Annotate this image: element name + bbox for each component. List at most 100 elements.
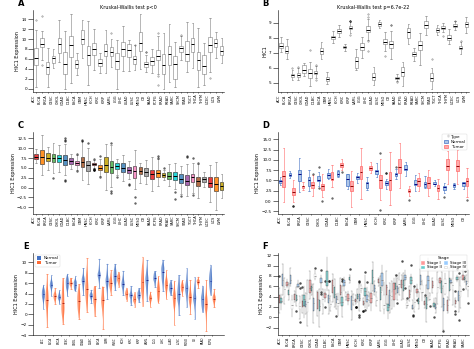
PathPatch shape: [305, 301, 306, 307]
PathPatch shape: [179, 174, 183, 183]
PathPatch shape: [52, 57, 55, 64]
PathPatch shape: [421, 285, 423, 293]
PathPatch shape: [406, 303, 408, 306]
PathPatch shape: [311, 182, 314, 188]
PathPatch shape: [156, 170, 160, 177]
PathPatch shape: [297, 284, 299, 287]
PathPatch shape: [279, 180, 282, 183]
PathPatch shape: [462, 275, 464, 280]
PathPatch shape: [343, 46, 346, 48]
PathPatch shape: [283, 171, 285, 187]
PathPatch shape: [447, 300, 448, 311]
PathPatch shape: [202, 177, 206, 181]
PathPatch shape: [418, 41, 422, 50]
PathPatch shape: [389, 290, 391, 306]
Y-axis label: HIC1 Expression: HIC1 Expression: [255, 153, 260, 193]
Y-axis label: HIC1 Expression: HIC1 Expression: [16, 31, 20, 72]
PathPatch shape: [386, 285, 387, 295]
PathPatch shape: [327, 173, 330, 178]
PathPatch shape: [81, 157, 84, 167]
PathPatch shape: [40, 150, 44, 164]
PathPatch shape: [389, 41, 393, 48]
PathPatch shape: [301, 186, 304, 188]
PathPatch shape: [410, 277, 412, 284]
Text: B: B: [263, 0, 269, 8]
PathPatch shape: [441, 26, 445, 29]
PathPatch shape: [380, 287, 381, 300]
PathPatch shape: [382, 273, 383, 286]
Legend: Stage I, Stage II, Stage III, Stage IV: Stage I, Stage II, Stage III, Stage IV: [420, 255, 467, 270]
PathPatch shape: [322, 296, 323, 304]
PathPatch shape: [366, 295, 367, 303]
PathPatch shape: [357, 294, 358, 299]
PathPatch shape: [311, 286, 312, 291]
PathPatch shape: [92, 163, 96, 165]
PathPatch shape: [197, 52, 200, 70]
PathPatch shape: [284, 287, 285, 297]
PathPatch shape: [214, 39, 218, 47]
PathPatch shape: [145, 61, 148, 67]
PathPatch shape: [69, 36, 73, 57]
PathPatch shape: [121, 163, 125, 171]
PathPatch shape: [52, 154, 55, 162]
PathPatch shape: [389, 172, 391, 190]
PathPatch shape: [397, 286, 398, 293]
PathPatch shape: [437, 185, 439, 191]
PathPatch shape: [401, 67, 404, 76]
PathPatch shape: [431, 281, 433, 288]
PathPatch shape: [98, 165, 102, 170]
PathPatch shape: [379, 174, 382, 188]
PathPatch shape: [34, 48, 38, 65]
PathPatch shape: [162, 173, 165, 177]
PathPatch shape: [185, 42, 189, 61]
PathPatch shape: [360, 43, 364, 50]
PathPatch shape: [368, 297, 369, 304]
PathPatch shape: [456, 277, 457, 280]
PathPatch shape: [191, 38, 194, 52]
PathPatch shape: [378, 22, 381, 26]
PathPatch shape: [360, 166, 362, 179]
PathPatch shape: [393, 283, 395, 300]
PathPatch shape: [334, 287, 335, 298]
PathPatch shape: [191, 173, 194, 182]
PathPatch shape: [279, 295, 280, 303]
PathPatch shape: [167, 172, 171, 179]
PathPatch shape: [286, 282, 288, 285]
PathPatch shape: [337, 29, 341, 33]
PathPatch shape: [404, 165, 407, 170]
PathPatch shape: [387, 304, 389, 311]
PathPatch shape: [86, 46, 90, 65]
PathPatch shape: [34, 154, 38, 159]
PathPatch shape: [465, 281, 467, 285]
PathPatch shape: [441, 281, 442, 292]
PathPatch shape: [308, 177, 310, 186]
PathPatch shape: [460, 286, 461, 297]
PathPatch shape: [127, 167, 131, 173]
PathPatch shape: [40, 38, 44, 47]
PathPatch shape: [418, 178, 420, 186]
PathPatch shape: [418, 298, 419, 304]
PathPatch shape: [127, 44, 130, 57]
PathPatch shape: [443, 186, 446, 190]
PathPatch shape: [185, 175, 189, 185]
PathPatch shape: [291, 74, 294, 77]
PathPatch shape: [138, 167, 142, 174]
PathPatch shape: [462, 182, 465, 186]
PathPatch shape: [450, 280, 452, 283]
PathPatch shape: [162, 54, 165, 74]
PathPatch shape: [395, 77, 399, 79]
PathPatch shape: [424, 183, 426, 187]
PathPatch shape: [214, 177, 218, 191]
Y-axis label: HIC1 Expression: HIC1 Expression: [259, 274, 264, 314]
PathPatch shape: [424, 21, 428, 28]
PathPatch shape: [383, 39, 387, 44]
PathPatch shape: [320, 48, 323, 54]
PathPatch shape: [337, 299, 338, 306]
PathPatch shape: [168, 46, 171, 65]
PathPatch shape: [341, 297, 343, 306]
PathPatch shape: [401, 280, 402, 288]
PathPatch shape: [116, 53, 119, 69]
PathPatch shape: [340, 163, 343, 167]
PathPatch shape: [412, 305, 413, 309]
PathPatch shape: [331, 172, 333, 180]
